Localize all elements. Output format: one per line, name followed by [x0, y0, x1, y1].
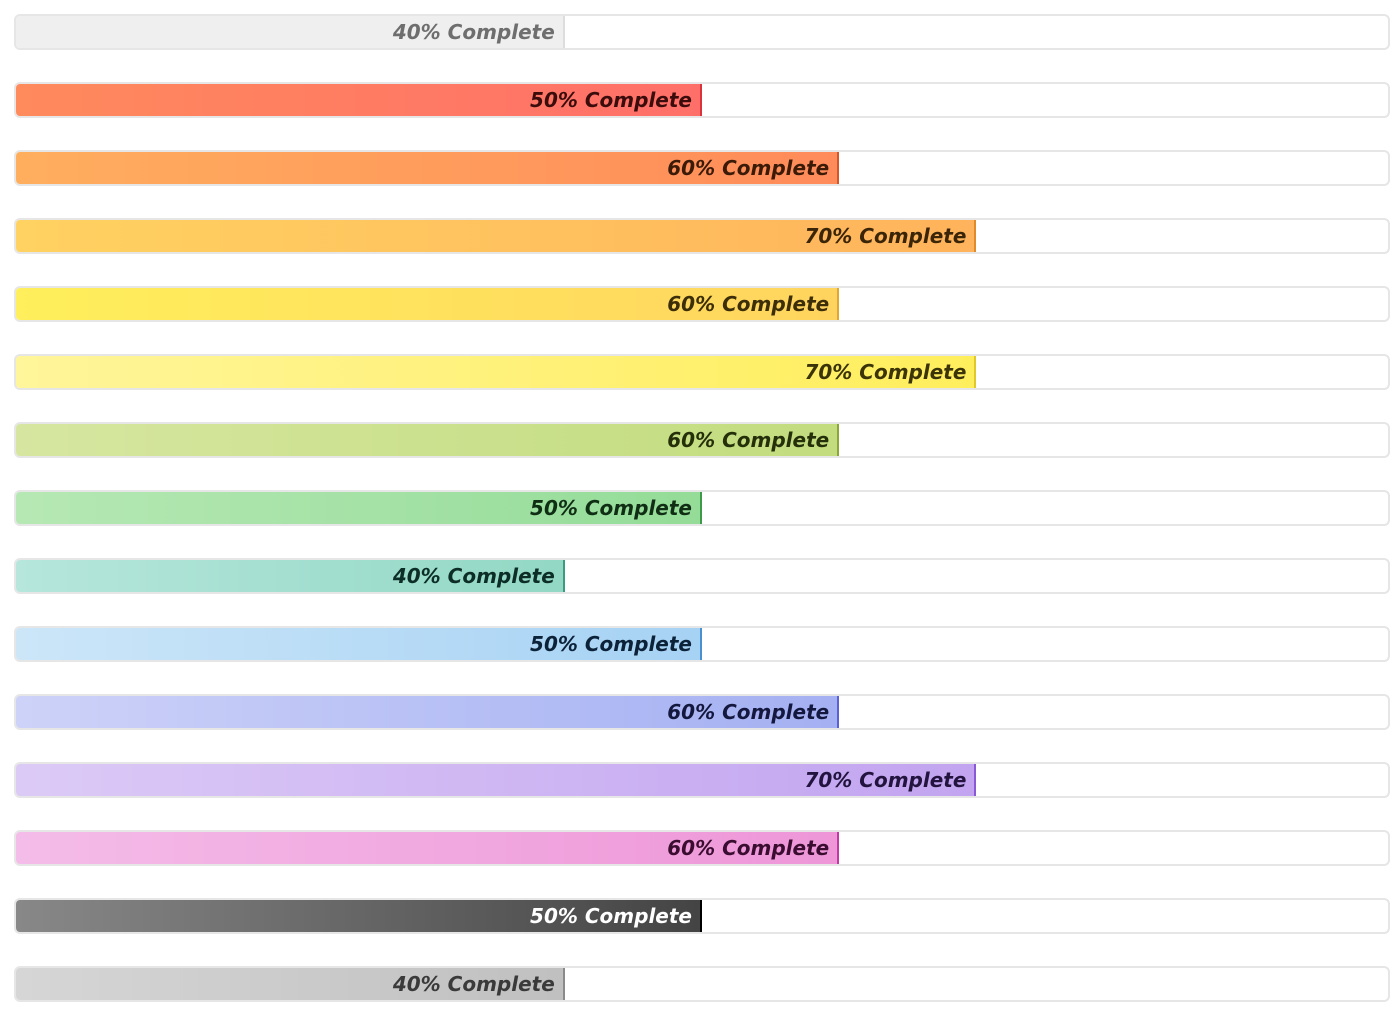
progress-bar-fill: 40% Complete [16, 560, 565, 592]
progress-bar-fill: 60% Complete [16, 152, 840, 184]
progress-bar-label: 70% Complete [804, 224, 967, 248]
progress-bar: 60% Complete [14, 150, 1390, 186]
progress-bar-fill: 50% Complete [16, 628, 702, 660]
progress-bar: 70% Complete [14, 762, 1390, 798]
progress-bar: 70% Complete [14, 218, 1390, 254]
progress-bar-label: 60% Complete [667, 156, 830, 180]
progress-bar-fill: 50% Complete [16, 84, 702, 116]
progress-bar-label: 60% Complete [667, 428, 830, 452]
progress-bar-fill: 70% Complete [16, 764, 977, 796]
progress-bar-label: 50% Complete [530, 632, 692, 656]
progress-bar: 60% Complete [14, 830, 1390, 866]
progress-bar-fill: 40% Complete [16, 968, 565, 1000]
progress-bar: 40% Complete [14, 966, 1390, 1002]
progress-bar: 50% Complete [14, 82, 1390, 118]
progress-bar-label: 70% Complete [804, 360, 967, 384]
progress-bar-label: 60% Complete [667, 836, 830, 860]
progress-bar: 70% Complete [14, 354, 1390, 390]
progress-bar-label: 50% Complete [530, 88, 692, 112]
progress-bar-fill: 60% Complete [16, 696, 840, 728]
progress-bar-fill: 70% Complete [16, 220, 977, 252]
progress-bar-fill: 60% Complete [16, 424, 840, 456]
progress-bar-label: 40% Complete [392, 20, 555, 44]
progress-bar: 60% Complete [14, 422, 1390, 458]
progress-bar-fill: 60% Complete [16, 832, 840, 864]
progress-bar: 50% Complete [14, 626, 1390, 662]
progress-bar-label: 40% Complete [392, 564, 555, 588]
progress-bar: 40% Complete [14, 558, 1390, 594]
progress-bar-label: 50% Complete [530, 496, 692, 520]
progress-bar: 50% Complete [14, 490, 1390, 526]
progress-bar-label: 60% Complete [667, 700, 830, 724]
progress-bar-label: 40% Complete [392, 972, 555, 996]
progress-bar-fill: 70% Complete [16, 356, 977, 388]
progress-bar-label: 60% Complete [667, 292, 830, 316]
progress-bar-fill: 50% Complete [16, 900, 702, 932]
progress-bar-fill: 40% Complete [16, 16, 565, 48]
progress-bar-label: 50% Complete [530, 904, 692, 928]
progress-bar-label: 70% Complete [804, 768, 967, 792]
progress-bar: 50% Complete [14, 898, 1390, 934]
progress-bar: 60% Complete [14, 694, 1390, 730]
progress-bar-list: 40% Complete 50% Complete 60% Complete 70% … [14, 14, 1390, 1004]
progress-bar-fill: 60% Complete [16, 288, 840, 320]
progress-bar: 40% Complete [14, 14, 1390, 50]
progress-bar-fill: 50% Complete [16, 492, 702, 524]
progress-bar: 60% Complete [14, 286, 1390, 322]
